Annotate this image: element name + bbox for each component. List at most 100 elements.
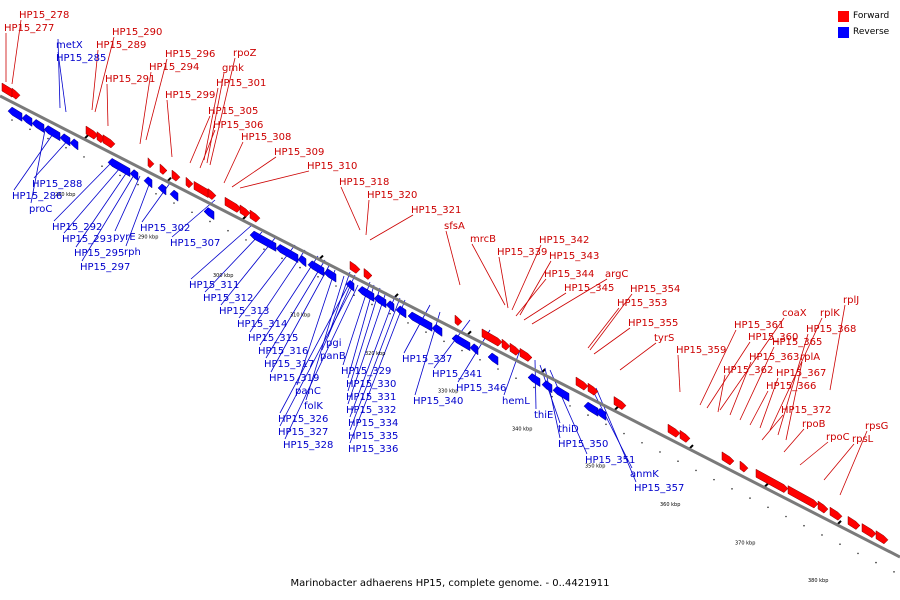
forward-gene-label[interactable]: HP15_345 (564, 283, 614, 294)
reverse-gene-label[interactable]: panC (295, 386, 321, 397)
reverse-gene-label[interactable]: HP15_330 (346, 379, 396, 390)
reverse-gene-label[interactable]: HP15_337 (402, 354, 452, 365)
forward-gene-label[interactable]: rpoZ (233, 48, 257, 59)
reverse-gene-label[interactable]: folK (304, 401, 323, 412)
reverse-gene-label[interactable]: HP15_336 (348, 444, 398, 455)
reverse-gene-feature[interactable] (157, 183, 167, 196)
reverse-gene-label[interactable]: HP15_315 (248, 333, 298, 344)
forward-gene-label[interactable]: HP15_321 (411, 205, 461, 216)
forward-gene-label[interactable]: HP15_310 (307, 161, 357, 172)
forward-gene-label[interactable]: rplJ (843, 295, 859, 306)
forward-gene-feature[interactable] (207, 188, 217, 200)
forward-gene-label[interactable]: coaX (782, 308, 807, 319)
forward-gene-feature[interactable] (239, 204, 251, 218)
forward-gene-feature[interactable] (861, 523, 877, 538)
reverse-gene-feature[interactable] (203, 207, 215, 221)
reverse-gene-feature[interactable] (297, 255, 307, 268)
forward-gene-label[interactable]: HP15_308 (241, 132, 291, 143)
reverse-gene-feature[interactable] (143, 176, 153, 189)
reverse-gene-label[interactable]: HP15_311 (189, 280, 239, 291)
reverse-gene-label[interactable]: metX (56, 40, 83, 51)
forward-gene-feature[interactable] (519, 347, 533, 362)
reverse-gene-label[interactable]: HP15_340 (413, 396, 463, 407)
reverse-gene-feature[interactable] (31, 119, 45, 133)
forward-gene-feature[interactable] (481, 328, 503, 347)
reverse-gene-feature[interactable] (407, 311, 433, 332)
forward-gene-label[interactable]: HP15_361 (734, 320, 784, 331)
reverse-gene-feature[interactable] (527, 373, 541, 388)
reverse-gene-label[interactable]: pyrE (113, 232, 136, 243)
forward-gene-feature[interactable] (847, 515, 861, 530)
forward-gene-label[interactable]: HP15_278 (19, 10, 69, 21)
reverse-gene-feature[interactable] (129, 169, 139, 182)
forward-gene-label[interactable]: argC (605, 269, 628, 280)
forward-gene-label[interactable]: HP15_366 (766, 381, 816, 392)
forward-gene-feature[interactable] (249, 209, 261, 223)
reverse-gene-label[interactable]: HP15_335 (348, 431, 398, 442)
forward-gene-label[interactable]: HP15_354 (630, 284, 680, 295)
forward-gene-label[interactable]: HP15_306 (213, 120, 263, 131)
forward-gene-feature[interactable] (102, 134, 116, 149)
reverse-gene-label[interactable]: HP15_341 (432, 369, 482, 380)
reverse-gene-label[interactable]: HP15_332 (346, 405, 396, 416)
reverse-gene-label[interactable]: HP15_357 (634, 483, 684, 494)
reverse-gene-feature[interactable] (21, 113, 33, 127)
forward-gene-label[interactable]: rpsL (852, 434, 874, 445)
reverse-gene-feature[interactable] (59, 133, 71, 147)
reverse-gene-feature[interactable] (373, 294, 387, 309)
forward-gene-feature[interactable] (829, 506, 843, 521)
forward-gene-label[interactable]: HP15_368 (806, 324, 856, 335)
forward-gene-feature[interactable] (363, 267, 373, 280)
forward-gene-feature[interactable] (159, 163, 168, 175)
reverse-gene-label[interactable]: proC (29, 204, 52, 215)
reverse-gene-label[interactable]: hemL (502, 396, 530, 407)
reverse-gene-label[interactable]: HP15_302 (140, 223, 190, 234)
forward-gene-label[interactable]: HP15_277 (4, 23, 54, 34)
reverse-gene-label[interactable]: thiE (534, 410, 553, 421)
reverse-gene-label[interactable]: HP15_312 (203, 293, 253, 304)
reverse-gene-feature[interactable] (431, 323, 443, 337)
reverse-gene-label[interactable]: HP15_295 (74, 248, 124, 259)
forward-gene-label[interactable]: HP15_290 (112, 27, 162, 38)
forward-gene-feature[interactable] (171, 169, 181, 182)
forward-gene-feature[interactable] (679, 429, 691, 443)
forward-gene-label[interactable]: HP15_363 (749, 352, 799, 363)
forward-gene-feature[interactable] (875, 530, 889, 545)
reverse-gene-feature[interactable] (169, 189, 179, 202)
forward-gene-label[interactable]: HP15_362 (723, 365, 773, 376)
reverse-gene-feature[interactable] (357, 286, 375, 303)
reverse-gene-label[interactable]: HP15_288 (32, 179, 82, 190)
reverse-gene-feature[interactable] (451, 334, 471, 352)
reverse-gene-label[interactable]: HP15_286 (12, 191, 62, 202)
reverse-gene-feature[interactable] (385, 300, 395, 313)
forward-gene-feature[interactable] (755, 468, 789, 493)
forward-gene-label[interactable]: HP15_320 (367, 190, 417, 201)
reverse-gene-feature[interactable] (395, 305, 407, 319)
reverse-gene-label[interactable]: thiD (558, 424, 579, 435)
forward-gene-label[interactable]: HP15_296 (165, 49, 215, 60)
forward-gene-feature[interactable] (587, 382, 599, 396)
reverse-gene-feature[interactable] (307, 260, 325, 277)
forward-gene-feature[interactable] (147, 157, 155, 169)
reverse-gene-label[interactable]: HP15_307 (170, 238, 220, 249)
reverse-gene-feature[interactable] (69, 138, 79, 151)
forward-gene-label[interactable]: HP15_342 (539, 235, 589, 246)
reverse-gene-label[interactable]: HP15_327 (278, 427, 328, 438)
reverse-gene-label[interactable]: HP15_297 (80, 262, 130, 273)
forward-gene-label[interactable]: HP15_367 (776, 368, 826, 379)
reverse-gene-label[interactable]: HP15_293 (62, 234, 112, 245)
reverse-gene-label[interactable]: HP15_329 (341, 366, 391, 377)
reverse-gene-label[interactable]: pgi (326, 338, 341, 349)
reverse-gene-feature[interactable] (552, 385, 570, 402)
reverse-gene-label[interactable]: anmK (630, 469, 659, 480)
forward-gene-label[interactable]: tyrS (654, 333, 674, 344)
forward-gene-label[interactable]: HP15_291 (105, 74, 155, 85)
forward-gene-label[interactable]: HP15_359 (676, 345, 726, 356)
forward-gene-label[interactable]: HP15_372 (781, 405, 831, 416)
forward-gene-label[interactable]: HP15_344 (544, 269, 594, 280)
forward-gene-label[interactable]: rpoB (802, 419, 826, 430)
reverse-gene-label[interactable]: HP15_350 (558, 439, 608, 450)
forward-gene-feature[interactable] (787, 485, 819, 509)
reverse-gene-label[interactable]: HP15_313 (219, 306, 269, 317)
reverse-gene-label[interactable]: HP15_319 (269, 373, 319, 384)
